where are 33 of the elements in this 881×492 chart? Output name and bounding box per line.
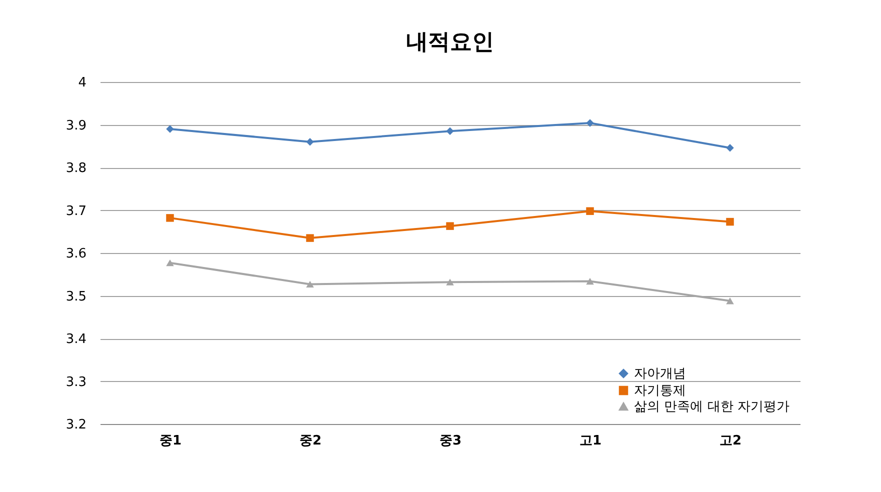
point [586, 119, 594, 127]
y-tick-label: 3.3 [66, 374, 86, 390]
chart-title: 내적요인 [406, 30, 494, 55]
point [586, 207, 594, 215]
point [446, 127, 454, 136]
point [166, 259, 174, 266]
y-tick-label: 4 [78, 76, 86, 90]
legend-label: 삶의 만족에 대한 자기평가 [634, 400, 790, 414]
y-tick-label: 3.6 [66, 246, 86, 262]
point [306, 280, 314, 288]
point [306, 234, 314, 242]
point [726, 144, 734, 152]
x-tick-label: 중2 [299, 434, 322, 448]
y-tick-label: 3.2 [66, 418, 86, 432]
y-tick-label: 3.9 [66, 118, 86, 134]
point [446, 222, 454, 230]
x-tick-label: 중3 [439, 434, 462, 448]
legend-label: 자기통제 [634, 384, 686, 398]
point [586, 278, 594, 285]
y-tick-label: 3.4 [66, 332, 86, 347]
legend-label: 자아개념 [634, 366, 686, 382]
point [446, 278, 454, 286]
point [726, 218, 734, 226]
point [306, 138, 314, 146]
point [726, 298, 734, 304]
x-tick-label: 중1 [159, 434, 182, 448]
point [166, 125, 174, 133]
y-tick-label: 3.8 [66, 161, 86, 176]
x-tick-label: 고2 [719, 434, 742, 448]
y-tick-label: 3.7 [66, 204, 86, 219]
point [166, 214, 174, 222]
x-tick-label: 고1 [579, 434, 602, 448]
y-tick-label: 3.5 [66, 289, 86, 304]
